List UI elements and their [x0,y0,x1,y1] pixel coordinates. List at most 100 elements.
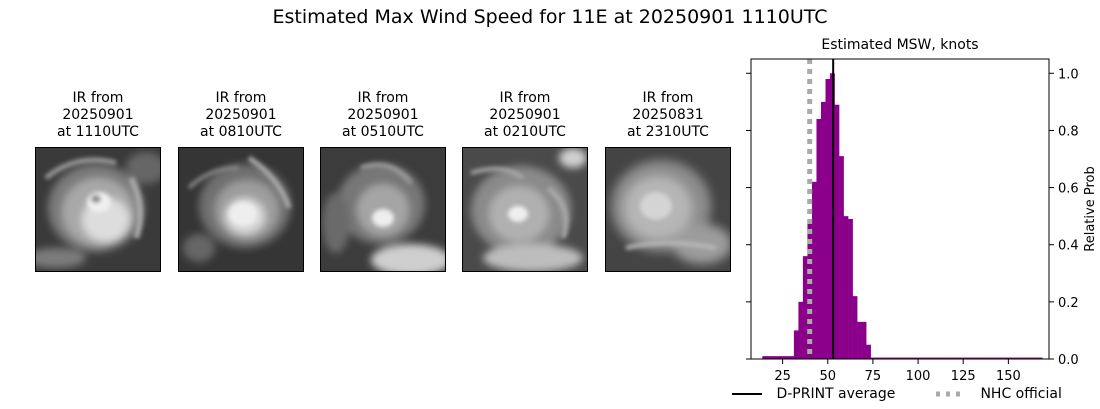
ir-caption: IR from 20250901 at 1110UTC [15,90,181,141]
histogram-bar [938,357,944,359]
satellite-ir-image [462,147,588,272]
x-tick-label: 100 [906,369,931,384]
histogram-bar [888,357,894,359]
histogram-bar [762,356,768,359]
histogram-bar [1001,357,1007,359]
histogram-bar [879,357,885,359]
histogram-bar [956,357,962,359]
histogram-bar [979,357,984,359]
histogram-bar [866,344,871,359]
histogram-bar [802,256,808,359]
y-axis-label: Relative Prob [1083,166,1098,251]
ir-caption-time: at 2310UTC [627,124,709,140]
ir-caption-line1: IR from [499,90,551,106]
x-tick-label: 50 [819,369,836,384]
histogram-bar [988,357,993,359]
histogram-bar [843,216,849,359]
histogram-bar [893,357,899,359]
histogram-bar [884,357,890,359]
histogram-bar [780,356,786,359]
legend-nhc-swatch [936,391,966,397]
histogram-bar [924,357,930,359]
y-tick-label: 0.4 [1058,239,1079,254]
histogram-bar [974,357,980,359]
x-tick-label: 25 [774,369,791,384]
histogram-bar [951,357,957,359]
histogram-bar [906,357,912,359]
histogram-bar [1028,357,1034,359]
ir-caption: IR from 20250901 at 0210UTC [442,90,608,141]
histogram-bar [997,357,1002,359]
y-tick-label: 1.0 [1058,67,1079,82]
histogram-bar [784,356,790,359]
x-tick-label: 75 [865,369,882,384]
histogram-bar [1010,357,1016,359]
y-tick-label: 0.2 [1058,296,1079,311]
satellite-ir-image [26,147,166,272]
ir-caption-date: 20250831 [632,107,704,123]
histogram-bar [897,357,903,359]
legend-dprint-swatch [732,393,762,395]
histogram-bar [793,330,799,359]
histogram-bar [848,219,853,359]
ir-caption-line1: IR from [642,90,694,106]
histogram-bar [929,357,935,359]
histogram-bar [870,357,876,359]
histogram-bar [1033,357,1039,359]
ir-caption-line1: IR from [215,90,267,106]
histogram-bar [1037,357,1043,359]
ir-caption-date: 20250901 [347,107,419,123]
ir-caption-date: 20250901 [205,107,277,123]
histogram-bar [816,119,822,359]
legend-nhc: NHC official [934,386,1062,402]
ir-caption-time: at 0810UTC [200,124,282,140]
ir-caption-time: at 0510UTC [342,124,424,140]
ir-caption: IR from 20250831 at 2310UTC [585,90,751,141]
histogram-bar [911,357,917,359]
histogram-bar [857,321,862,359]
histogram-bar [933,357,939,359]
histogram-bar [983,357,989,359]
histogram-bar [1024,357,1029,359]
histogram-bar [947,357,953,359]
histogram-bar [875,357,880,359]
figure-title: Estimated Max Wind Speed for 11E at 2025… [272,6,828,28]
histogram-bar [1019,357,1025,359]
chart-title: Estimated MSW, knots [821,37,979,53]
ir-caption-line1: IR from [357,90,409,106]
histogram-bar [766,356,772,359]
histogram-bar [820,101,826,360]
histogram-bar [839,156,844,359]
satellite-ir-image [605,147,732,272]
x-tick-label: 150 [996,369,1021,384]
ir-caption-line1: IR from [72,90,124,106]
histogram-bar [798,301,804,359]
histogram-bar [789,356,795,359]
histogram-bar [852,296,858,359]
y-tick-label: 0.0 [1058,353,1079,368]
histogram-bar [969,357,975,359]
ir-caption: IR from 20250901 at 0810UTC [158,90,324,141]
histogram-bar [825,79,831,359]
ir-caption-time: at 1110UTC [57,124,139,140]
histogram-bar [775,356,781,359]
legend-nhc-label: NHC official [980,386,1062,402]
y-tick-label: 0.8 [1058,124,1079,139]
histogram-bar [965,357,971,359]
legend-dprint-label: D-PRINT average [776,386,896,402]
legend: D-PRINT average [730,386,895,402]
histogram-bar [1015,357,1020,359]
y-tick-label: 0.6 [1058,182,1079,197]
ir-caption: IR from 20250901 at 0510UTC [300,90,466,141]
histogram-bar [915,357,921,359]
ir-caption-date: 20250901 [62,107,134,123]
x-tick-label: 125 [951,369,976,384]
histogram-bar [992,357,998,359]
histogram-bar [902,357,908,359]
satellite-ir-image [178,147,304,272]
histogram-bar [771,356,777,359]
histogram-bar [960,357,966,359]
plot-frame [750,58,1050,360]
histogram-bar [1006,357,1011,359]
